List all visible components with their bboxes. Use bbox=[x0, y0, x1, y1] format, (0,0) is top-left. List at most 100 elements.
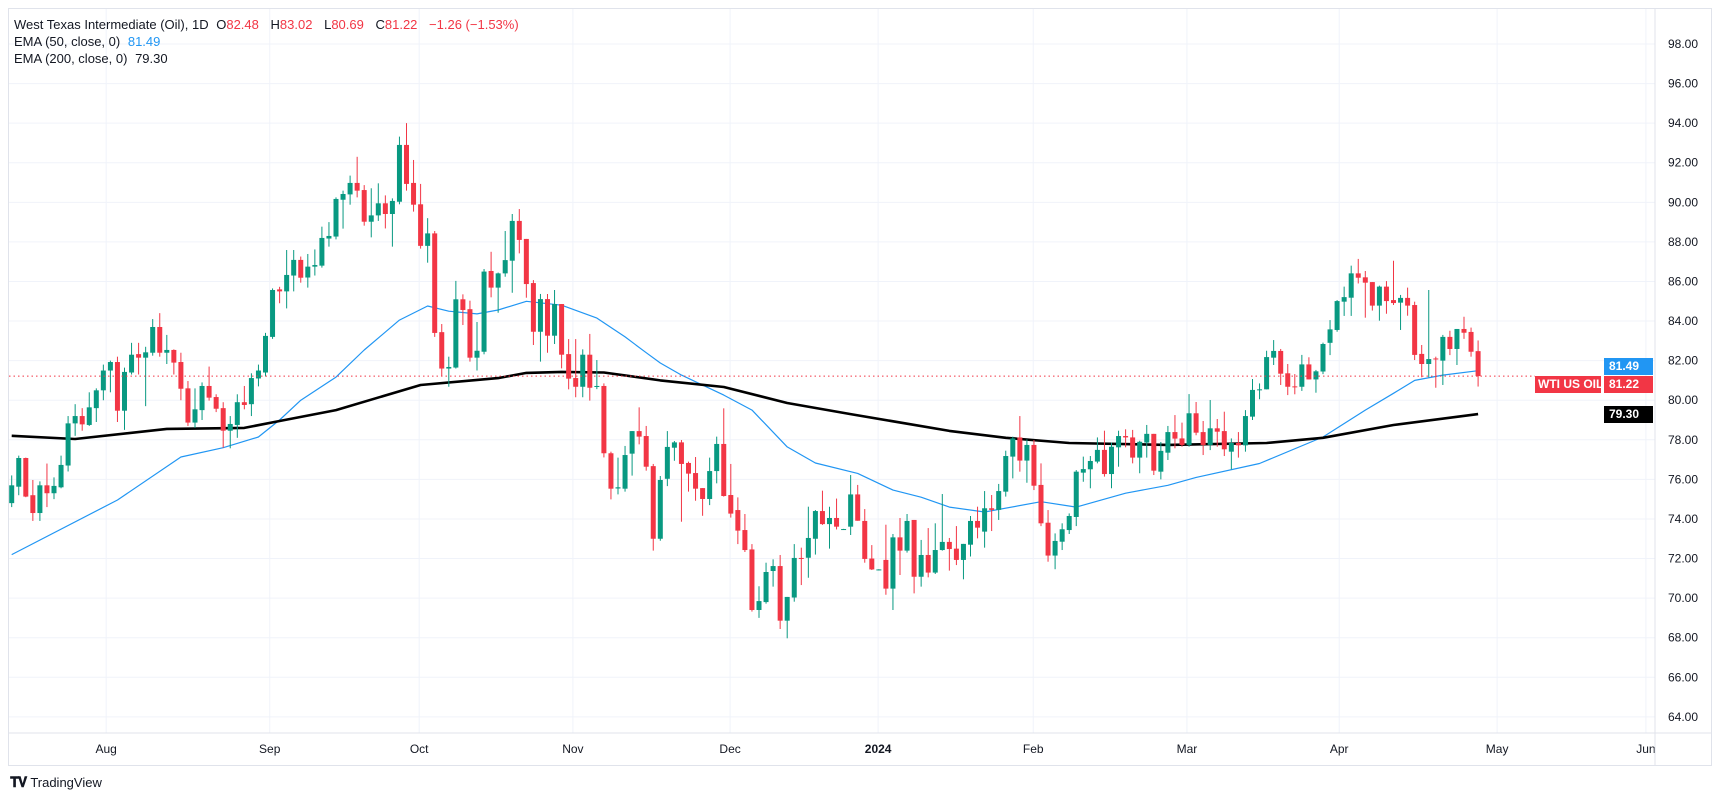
candle-up bbox=[622, 445, 628, 492]
candle-up bbox=[375, 183, 381, 221]
candle-body bbox=[911, 519, 917, 577]
candle-down bbox=[601, 383, 607, 458]
candle-up bbox=[495, 272, 501, 313]
candle-body bbox=[1285, 373, 1291, 387]
candle-up bbox=[100, 364, 106, 401]
tradingview-brand: TradingView bbox=[30, 775, 102, 790]
candle-body bbox=[841, 529, 847, 531]
candle-down bbox=[1285, 364, 1291, 396]
candle-down bbox=[516, 209, 522, 254]
candle-up bbox=[1313, 369, 1319, 393]
candle-body bbox=[763, 571, 769, 603]
candle-up bbox=[1242, 410, 1248, 452]
candle-up bbox=[1271, 340, 1277, 365]
tradingview-logo[interactable]: 𝐓𝐕 TradingView bbox=[10, 774, 102, 791]
x-tick-label: Nov bbox=[562, 742, 583, 756]
candle-body bbox=[347, 182, 353, 195]
candle-up bbox=[58, 455, 64, 489]
candle-up bbox=[227, 416, 233, 449]
candle-body bbox=[784, 596, 790, 621]
candle-down bbox=[213, 394, 219, 413]
candle-body bbox=[107, 362, 113, 371]
candle-down bbox=[587, 333, 593, 401]
candle-body bbox=[432, 233, 438, 333]
candle-down bbox=[157, 313, 163, 357]
ema200-legend[interactable]: EMA (200, close, 0) 79.30 bbox=[14, 51, 172, 66]
candle-down bbox=[1468, 327, 1474, 357]
candle-body bbox=[925, 554, 931, 573]
candle-body bbox=[65, 423, 71, 466]
y-tick-label: 72.00 bbox=[1668, 552, 1698, 566]
candle-down bbox=[608, 451, 614, 500]
candle-down bbox=[1193, 402, 1199, 436]
y-tick-label: 74.00 bbox=[1668, 512, 1698, 526]
candle-up bbox=[1334, 300, 1340, 332]
candle-up bbox=[939, 494, 945, 551]
candle-down bbox=[735, 497, 741, 545]
candle-body bbox=[277, 289, 283, 292]
ema50-label: EMA (50, close, 0) bbox=[14, 34, 121, 49]
candle-up bbox=[841, 528, 847, 531]
candle-down bbox=[819, 490, 825, 525]
candle-body bbox=[523, 238, 529, 285]
candle-up bbox=[164, 334, 170, 365]
candle-body bbox=[566, 354, 572, 379]
candle-body bbox=[1369, 282, 1375, 306]
candle-down bbox=[30, 479, 36, 521]
candle-body bbox=[1158, 450, 1164, 472]
candle-body bbox=[953, 548, 959, 560]
candle-up bbox=[1186, 394, 1192, 447]
candle-body bbox=[1376, 286, 1382, 306]
candle-body bbox=[714, 443, 720, 472]
candle-body bbox=[340, 194, 346, 200]
candle-body bbox=[270, 289, 276, 337]
ema50-value: 81.49 bbox=[127, 34, 161, 49]
candle-body bbox=[418, 204, 424, 246]
candle-up bbox=[1116, 430, 1122, 467]
ema50-legend[interactable]: EMA (50, close, 0) 81.49 bbox=[14, 34, 164, 49]
y-tick-label: 88.00 bbox=[1668, 235, 1698, 249]
candle-body bbox=[1419, 353, 1425, 365]
low-label: L bbox=[324, 17, 332, 32]
candle-body bbox=[1094, 449, 1100, 462]
candle-body bbox=[178, 362, 184, 389]
candle-body bbox=[1010, 438, 1016, 457]
candle-down bbox=[975, 506, 981, 539]
candle-down bbox=[136, 342, 142, 375]
candle-body bbox=[537, 299, 543, 332]
candle-body bbox=[1355, 273, 1361, 278]
candle-down bbox=[643, 425, 649, 471]
ohlc-high: H83.02 bbox=[271, 17, 317, 32]
candle-body bbox=[1165, 432, 1171, 453]
candle-up bbox=[1440, 334, 1446, 385]
candle-body bbox=[1045, 522, 1051, 556]
candle-up bbox=[150, 319, 156, 356]
candle-down bbox=[1461, 316, 1467, 339]
candle-down bbox=[1391, 260, 1396, 306]
candle-down bbox=[1221, 411, 1227, 457]
candle-body bbox=[234, 402, 240, 425]
candle-body bbox=[481, 271, 487, 352]
candle-up bbox=[502, 231, 508, 277]
candle-down bbox=[700, 488, 706, 516]
candle-body bbox=[1447, 336, 1453, 349]
candle-down bbox=[678, 439, 684, 522]
candle-body bbox=[996, 491, 1002, 510]
symbol-tag: WTI US OIL bbox=[1535, 376, 1603, 393]
candle-body bbox=[615, 487, 621, 489]
candle-up bbox=[1003, 450, 1009, 497]
candle-body bbox=[939, 541, 945, 551]
candle-body bbox=[876, 569, 882, 571]
candle-body bbox=[263, 335, 268, 373]
candle-body bbox=[150, 326, 156, 353]
y-tick-label: 64.00 bbox=[1668, 710, 1698, 724]
candle-down bbox=[185, 381, 191, 426]
candle-body bbox=[9, 485, 15, 504]
candle-up bbox=[1144, 424, 1150, 458]
high-value: 83.02 bbox=[279, 17, 313, 32]
candle-body bbox=[629, 431, 635, 454]
y-tick-label: 66.00 bbox=[1668, 670, 1698, 684]
candle-body bbox=[122, 371, 127, 411]
candle-up bbox=[890, 534, 896, 610]
